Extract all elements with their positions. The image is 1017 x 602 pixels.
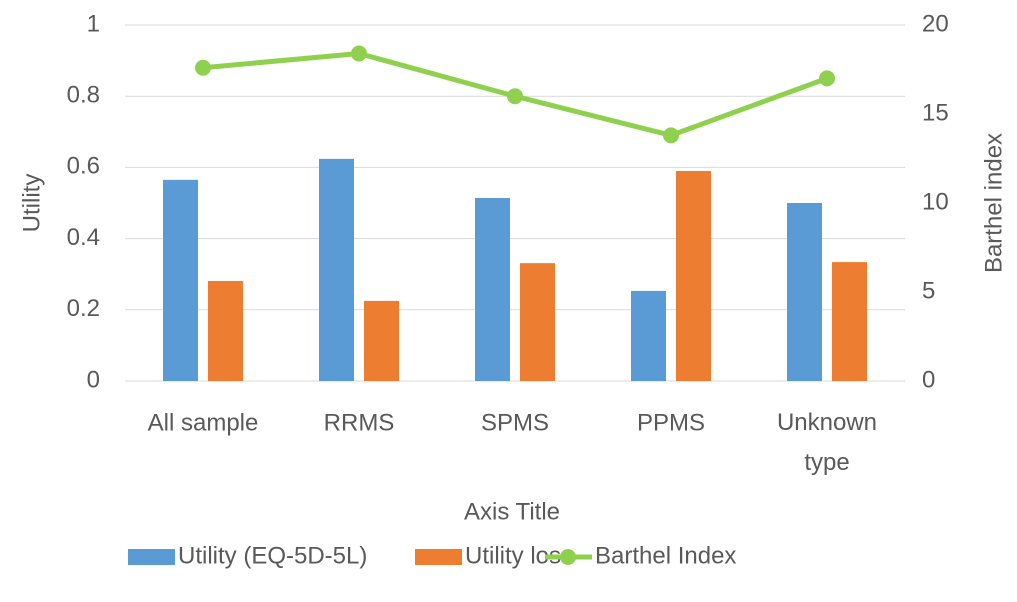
y-tick-label: 0.2 <box>67 295 100 322</box>
x-tick-label: Unknown type <box>777 409 877 476</box>
x-tick-label: PPMS <box>637 409 705 436</box>
y-tick-label: 0.8 <box>67 82 100 109</box>
y-tick-label: 1 <box>87 10 100 37</box>
y2-tick-label: 5 <box>922 277 935 304</box>
line-marker <box>663 127 679 144</box>
legend-swatch <box>128 549 175 565</box>
legend-swatch <box>415 549 462 565</box>
bar <box>163 179 198 381</box>
y2-tick-label: 15 <box>922 99 949 126</box>
bar <box>676 170 711 381</box>
line-marker <box>195 59 211 76</box>
legend-swatch-marker <box>560 549 576 565</box>
y2-tick-label: 0 <box>922 366 935 393</box>
y2-axis-title: Barthel index <box>980 133 1007 273</box>
bar <box>475 198 510 381</box>
bar <box>631 290 666 381</box>
line-marker <box>351 45 367 62</box>
legend-label: Barthel Index <box>595 542 736 569</box>
y-axis-title: Utility <box>18 174 45 233</box>
legend-label: Utility (EQ-5D-5L) <box>178 542 367 569</box>
bar <box>787 203 822 381</box>
y-tick-label: 0 <box>87 366 100 393</box>
y-tick-label: 0.4 <box>67 224 100 251</box>
x-tick-label: RRMS <box>324 409 395 436</box>
line-marker <box>507 88 523 105</box>
x-tick-label: SPMS <box>481 409 549 436</box>
x-axis-title: Axis Title <box>464 498 560 525</box>
bar <box>520 263 555 381</box>
bar <box>208 280 243 381</box>
bar <box>319 158 354 381</box>
bar <box>364 300 399 381</box>
y-tick-label: 0.6 <box>67 153 100 180</box>
line-marker <box>819 70 835 87</box>
y2-tick-label: 10 <box>922 188 949 215</box>
y2-tick-label: 20 <box>922 10 949 37</box>
bar <box>832 262 867 381</box>
x-tick-label: All sample <box>148 409 259 436</box>
